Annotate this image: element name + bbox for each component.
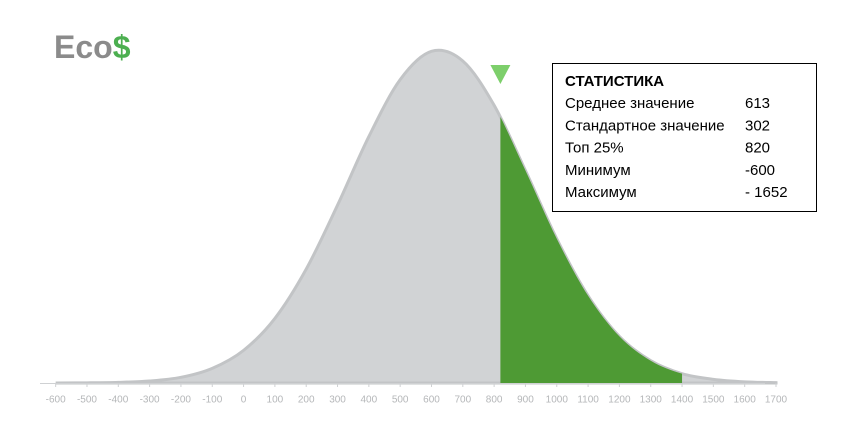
- x-tick-label: 1000: [546, 395, 569, 406]
- logo-text: Eco: [54, 29, 113, 65]
- stat-value: 820: [745, 140, 770, 157]
- threshold-marker: [490, 65, 511, 84]
- stat-label: Максимум: [565, 184, 637, 201]
- stat-value: 302: [745, 117, 770, 134]
- x-tick-label: 100: [267, 395, 284, 406]
- x-tick-label: 400: [361, 395, 378, 406]
- x-tick-label: 900: [517, 395, 534, 406]
- x-tick-label: 1100: [577, 395, 599, 406]
- plot: -600 -500 -400 -300 -200 -100 0 100 200 300 400 500…: [40, 48, 788, 406]
- stat-label: Стандартное значение: [565, 117, 725, 134]
- x-tick-label: 1200: [608, 395, 631, 406]
- distribution-area: [55, 48, 778, 385]
- x-tick-label: 1500: [702, 395, 725, 406]
- x-tick-label: 700: [454, 395, 471, 406]
- x-tick-label: -100: [202, 395, 222, 406]
- x-tick-label: -400: [108, 395, 128, 406]
- x-tick-label: -600: [46, 395, 66, 406]
- x-tick-label: 500: [392, 395, 409, 406]
- x-tick-label: 300: [329, 395, 346, 406]
- x-tick-label: -500: [77, 395, 97, 406]
- stat-label: Топ 25%: [565, 140, 624, 157]
- x-tick-label: -300: [140, 395, 160, 406]
- x-tick-label: -200: [171, 395, 191, 406]
- stat-value: - 1652: [745, 184, 788, 201]
- stat-value: 613: [745, 95, 770, 112]
- x-tick-label: 600: [423, 395, 440, 406]
- stat-label: Среднее значение: [565, 95, 694, 112]
- stats-box: [552, 63, 817, 212]
- x-tick-label: 1300: [640, 395, 663, 406]
- x-tick-label: 1700: [765, 395, 788, 406]
- stat-label: Минимум: [565, 162, 631, 179]
- stat-value: -600: [745, 162, 775, 179]
- x-tick-label: 200: [298, 395, 315, 406]
- highlight-area: [500, 116, 683, 383]
- x-tick-label: 800: [486, 395, 503, 406]
- stats-title: СТАТИСТИКА: [565, 73, 664, 90]
- x-tick-label: 1600: [734, 395, 757, 406]
- x-tick-label: 1400: [671, 395, 694, 406]
- stats-rows: Среднее значение 613 Стандартное значение 3…: [565, 95, 788, 201]
- x-tick-label: 0: [241, 395, 247, 406]
- logo-accent: $: [113, 29, 131, 65]
- logo: Eco$: [54, 29, 131, 65]
